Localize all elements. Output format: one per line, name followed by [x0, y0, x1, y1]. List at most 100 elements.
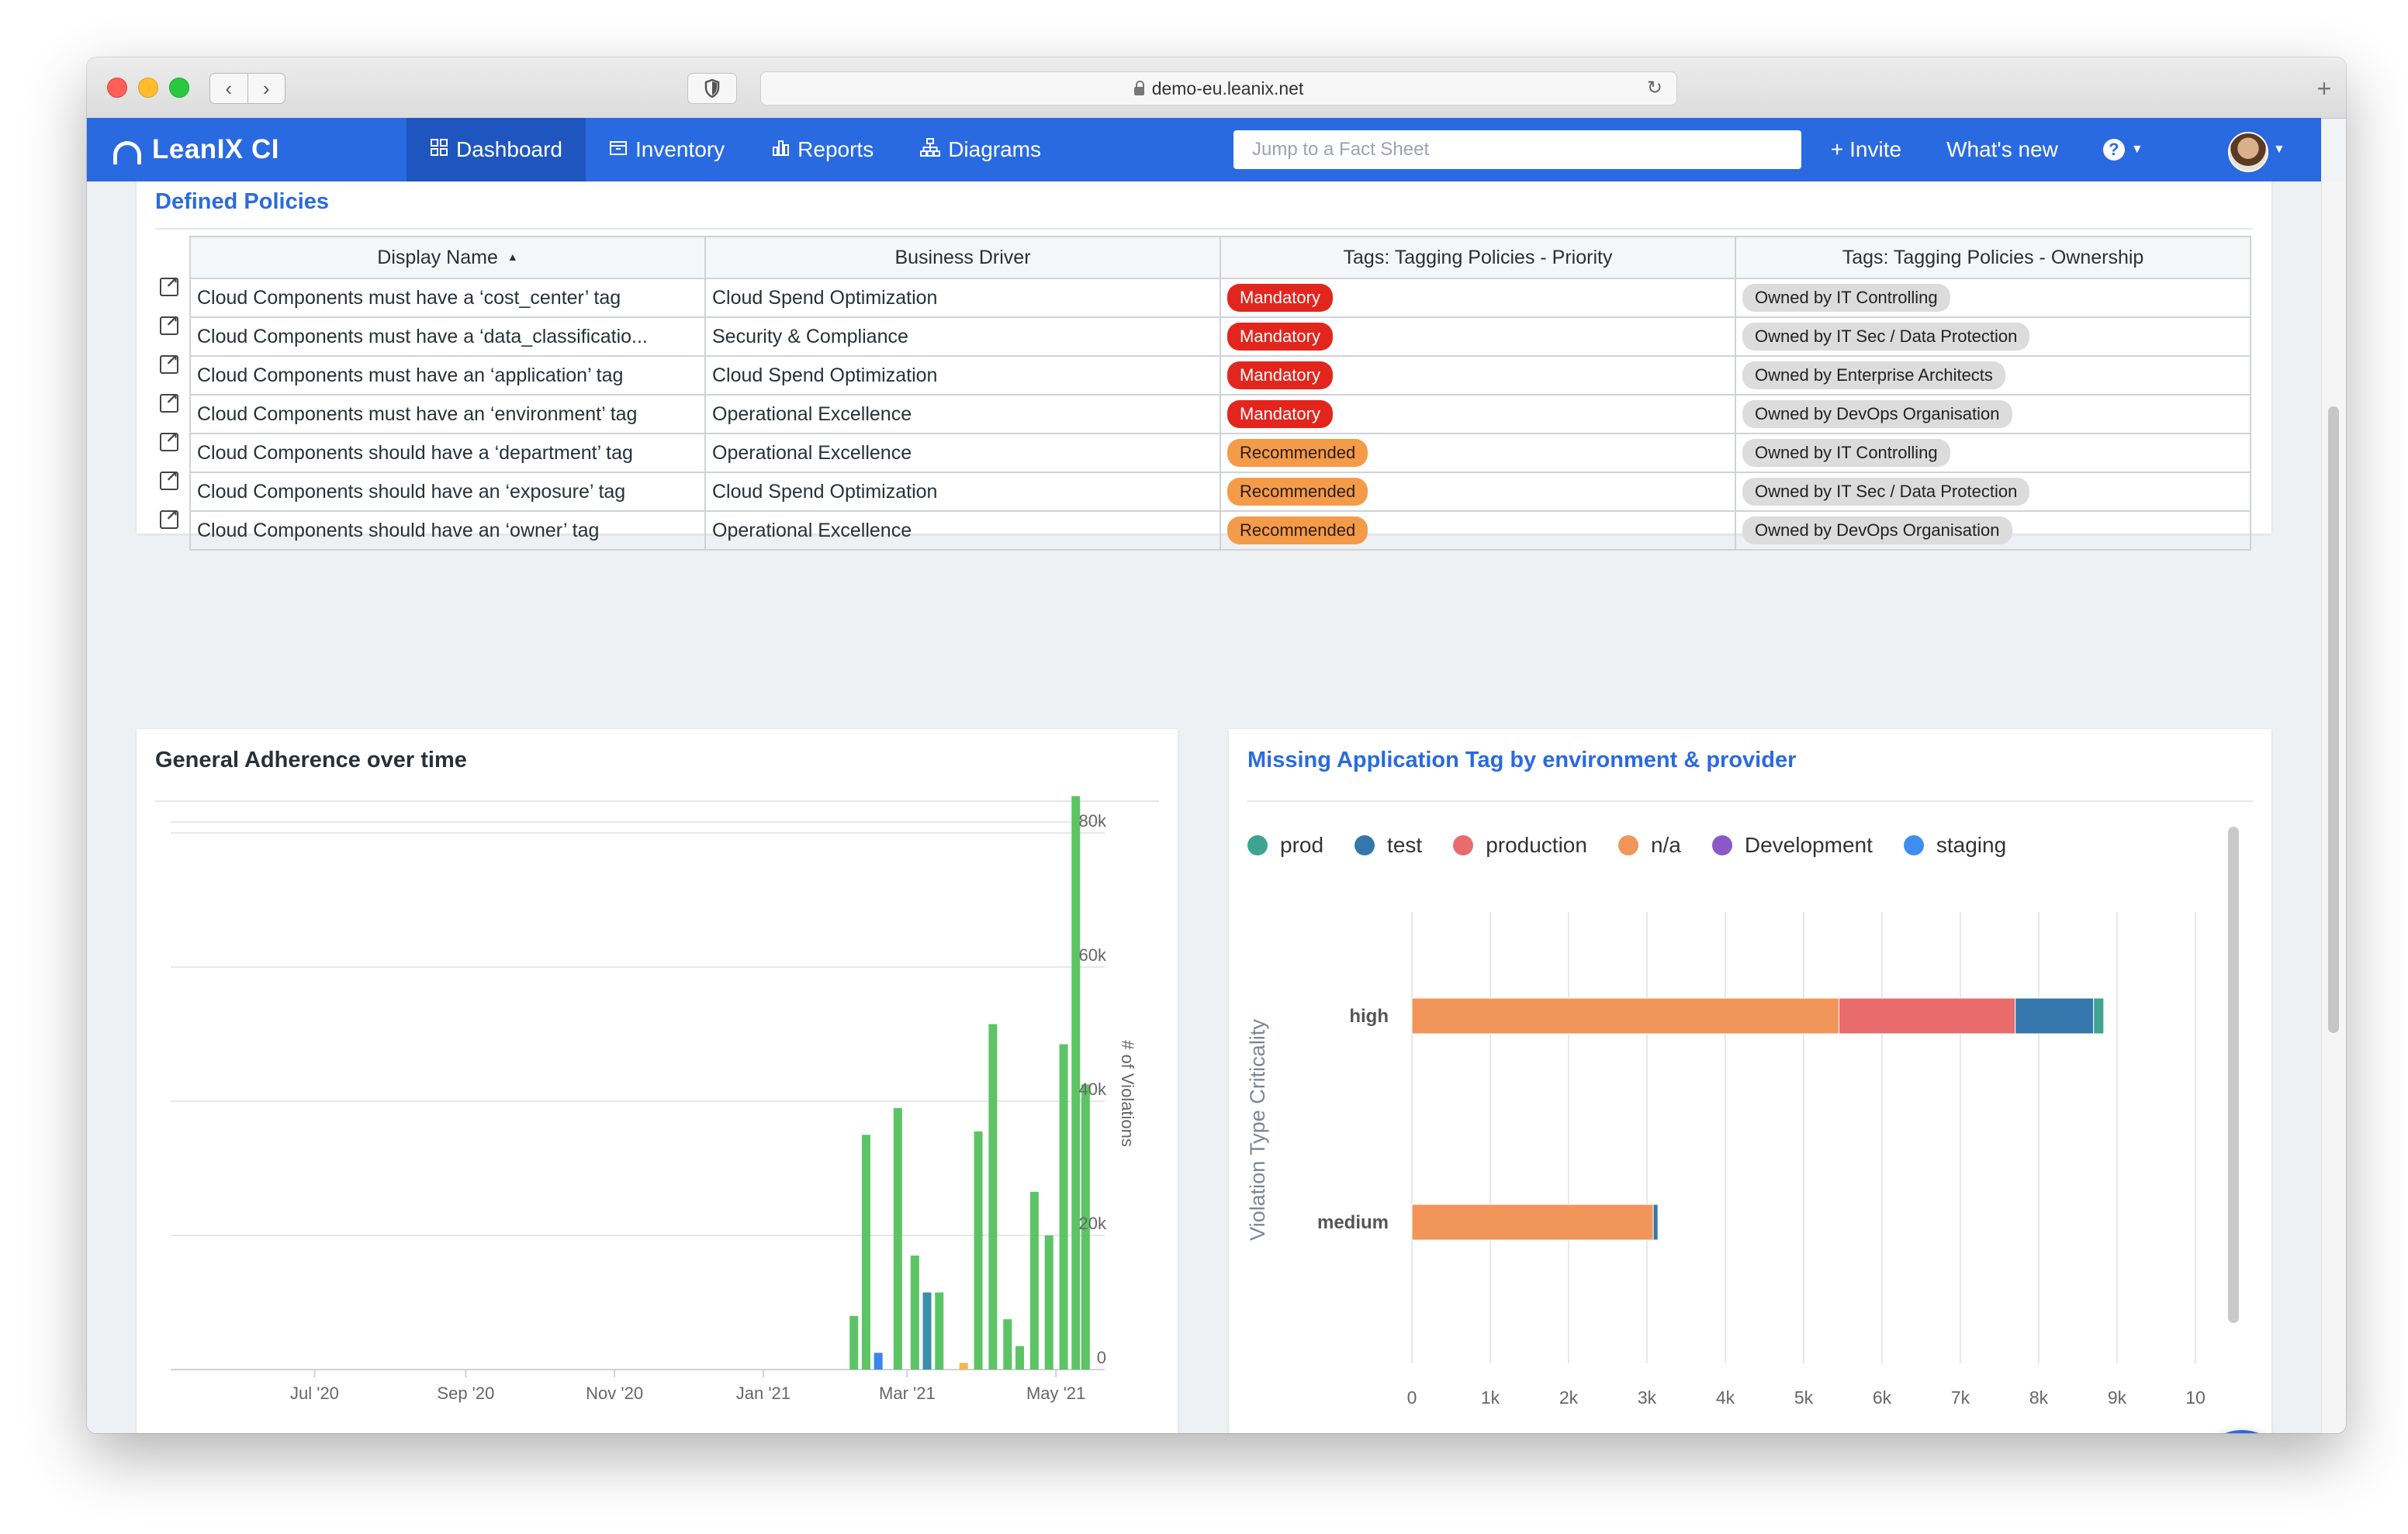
nav-inventory[interactable]: Inventory — [586, 118, 748, 181]
legend-swatch — [1354, 835, 1375, 855]
bar-segment — [1652, 1204, 1659, 1241]
legend-label: n/a — [1650, 833, 1681, 857]
back-button[interactable]: ‹ — [210, 74, 248, 103]
whats-new-button[interactable]: What's new — [1946, 137, 2058, 161]
table-row[interactable]: Cloud Components should have an ‘owner’ … — [189, 510, 2251, 551]
table-row[interactable]: Cloud Components must have a ‘cost_cente… — [189, 278, 2251, 318]
column-header-label: Display Name — [377, 246, 498, 268]
avatar[interactable] — [2228, 132, 2268, 172]
table-row[interactable]: Cloud Components must have an ‘environme… — [189, 394, 2251, 434]
priority-cell: Mandatory — [1220, 355, 1736, 396]
ownership-cell: Owned by IT Controlling — [1735, 278, 2251, 318]
open-external-icon[interactable] — [160, 506, 178, 529]
legend-item[interactable]: Development — [1711, 833, 1873, 858]
table-row[interactable]: Cloud Components should have a ‘departme… — [189, 433, 2251, 473]
table-row[interactable]: Cloud Components must have a ‘data_class… — [189, 316, 2251, 357]
nav-reports[interactable]: Reports — [748, 118, 897, 181]
business-driver: Operational Excellence — [704, 433, 1221, 473]
chat-support-button[interactable] — [2195, 1430, 2289, 1433]
ownership-cell: Owned by DevOps Organisation — [1735, 510, 2251, 551]
priority-badge: Recommended — [1227, 478, 1368, 506]
help-menu-button[interactable]: ? ▼ — [2102, 139, 2143, 161]
card-divider — [155, 800, 1159, 802]
bar-segment — [1411, 997, 1839, 1035]
business-driver: Security & Compliance — [704, 316, 1221, 357]
dashboard-content: Defined Policies Display Name ▲ Business … — [87, 181, 2321, 1433]
bar — [1003, 1319, 1012, 1370]
y-category-label: medium — [1317, 1212, 1389, 1233]
chart-scrollbar[interactable] — [2228, 827, 2239, 1323]
table-row[interactable]: Cloud Components should have an ‘exposur… — [189, 472, 2251, 512]
policy-name[interactable]: Cloud Components must have a ‘cost_cente… — [189, 278, 706, 318]
invite-button[interactable]: + Invite — [1831, 137, 1902, 161]
legend-label: prod — [1280, 833, 1324, 857]
nav-dashboard[interactable]: Dashboard — [407, 118, 586, 181]
business-driver: Operational Excellence — [704, 394, 1221, 434]
legend-label: staging — [1936, 833, 2007, 857]
help-icon: ? — [2102, 139, 2125, 161]
browser-toolbar: ‹ › demo-eu.leanix.net ↻ + — [87, 57, 2346, 119]
x-tick-label: 2k — [1559, 1387, 1579, 1408]
new-tab-button[interactable]: + — [2316, 74, 2332, 102]
column-header-display-name[interactable]: Display Name ▲ — [189, 236, 706, 279]
page-scrollbar[interactable] — [2321, 181, 2346, 1433]
priority-cell: Mandatory — [1220, 316, 1736, 357]
open-external-icon[interactable] — [160, 389, 178, 413]
avatar-chevron-down-icon[interactable]: ▼ — [2273, 143, 2285, 156]
zoom-window-button[interactable] — [169, 78, 189, 98]
legend-item[interactable]: production — [1453, 833, 1587, 858]
reload-icon[interactable]: ↻ — [1646, 78, 1662, 98]
policy-name[interactable]: Cloud Components should have a ‘departme… — [189, 433, 706, 473]
policies-table: Display Name ▲ Business Driver Tags: Tagg… — [189, 236, 2251, 551]
bar — [959, 1363, 968, 1370]
open-external-icon[interactable] — [160, 273, 178, 296]
legend-label: Development — [1744, 833, 1873, 857]
minimize-window-button[interactable] — [138, 78, 158, 98]
chart-legend: prod test production n/a Development staging — [1247, 833, 2037, 858]
forward-button[interactable]: › — [262, 76, 270, 100]
priority-cell: Mandatory — [1220, 278, 1736, 318]
open-external-icon[interactable] — [160, 467, 178, 490]
missing-tag-title[interactable]: Missing Application Tag by environment &… — [1247, 748, 1797, 772]
adherence-card: General Adherence over time 0 20k 40k 60k 80… — [137, 729, 1178, 1433]
legend-item[interactable]: prod — [1247, 833, 1323, 858]
open-external-icon[interactable] — [160, 351, 178, 374]
x-tick-label: 7k — [1951, 1387, 1970, 1408]
y-tick-label: 80k — [1079, 811, 1107, 831]
table-row[interactable]: Cloud Components must have an ‘applicati… — [189, 355, 2251, 396]
close-window-button[interactable] — [107, 78, 127, 98]
ownership-cell: Owned by Enterprise Architects — [1735, 355, 2251, 396]
bar — [861, 1135, 870, 1370]
page-scrollbar-thumb[interactable] — [2328, 406, 2339, 1033]
ownership-badge: Owned by IT Sec / Data Protection — [1742, 478, 2030, 506]
x-tick-label: Jan '21 — [736, 1384, 791, 1403]
y-tick-label: 40k — [1079, 1080, 1107, 1099]
address-bar[interactable]: demo-eu.leanix.net ↻ — [760, 71, 1677, 105]
privacy-report-button[interactable] — [687, 73, 737, 104]
policy-name[interactable]: Cloud Components must have an ‘environme… — [189, 394, 706, 434]
open-external-icon[interactable] — [160, 428, 178, 451]
legend-label: test — [1387, 833, 1423, 857]
policy-name[interactable]: Cloud Components should have an ‘exposur… — [189, 472, 706, 512]
card-divider — [1247, 800, 2253, 802]
legend-item[interactable]: staging — [1903, 833, 2007, 858]
browser-window: ‹ › demo-eu.leanix.net ↻ + LeanIX CI Das… — [87, 57, 2346, 1433]
open-external-icon[interactable] — [160, 312, 178, 335]
y-axis-label: Violation Type Criticality — [1246, 1019, 1269, 1241]
legend-item[interactable]: test — [1354, 833, 1422, 858]
defined-policies-title[interactable]: Defined Policies — [155, 189, 330, 214]
column-header-priority[interactable]: Tags: Tagging Policies - Priority — [1220, 236, 1736, 279]
policy-name[interactable]: Cloud Components should have an ‘owner’ … — [189, 510, 706, 551]
column-header-business-driver[interactable]: Business Driver — [704, 236, 1221, 279]
policy-name[interactable]: Cloud Components must have an ‘applicati… — [189, 355, 706, 396]
legend-item[interactable]: n/a — [1617, 833, 1681, 858]
ownership-badge: Owned by Enterprise Architects — [1742, 361, 2005, 389]
bar — [1081, 1084, 1090, 1370]
policy-name[interactable]: Cloud Components must have a ‘data_class… — [189, 316, 706, 357]
app-logo[interactable]: LeanIX CI — [113, 132, 279, 168]
column-header-ownership[interactable]: Tags: Tagging Policies - Ownership — [1735, 236, 2251, 279]
fact-sheet-search-input[interactable]: Jump to a Fact Sheet — [1233, 130, 1801, 169]
bar-segment — [1411, 1204, 1654, 1241]
nav-diagrams[interactable]: Diagrams — [897, 118, 1064, 181]
ownership-badge: Owned by IT Sec / Data Protection — [1742, 323, 2030, 351]
